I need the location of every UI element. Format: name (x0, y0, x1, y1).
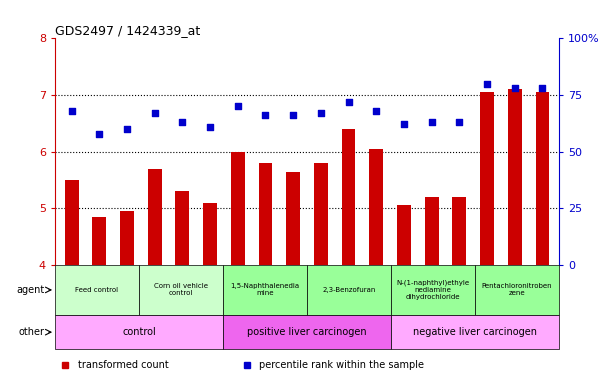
Point (399, 121, 409, 127)
Point (426, 119, 436, 125)
Bar (369, 149, 383, 265)
Bar (139, 265, 223, 315)
Text: percentile rank within the sample: percentile rank within the sample (259, 360, 424, 370)
Bar (475, 265, 559, 315)
Text: 1,5-Naphthalenedia
mine: 1,5-Naphthalenedia mine (230, 283, 299, 296)
Bar (55, 315, 223, 349)
Point (455, 119, 464, 125)
Bar (223, 315, 391, 349)
Bar (223, 265, 307, 315)
Point (205, 124, 215, 130)
Bar (425, 197, 439, 265)
Text: 2,3-Benzofuran: 2,3-Benzofuran (323, 287, 376, 293)
Point (538, 85, 547, 91)
Bar (148, 169, 162, 265)
Point (150, 110, 159, 116)
Bar (391, 265, 475, 315)
Bar (342, 129, 356, 265)
Bar (231, 152, 245, 265)
Text: GDS2497 / 1424339_at: GDS2497 / 1424339_at (55, 24, 200, 37)
Bar (65, 180, 79, 265)
Point (67, 108, 76, 114)
Text: Corn oil vehicle
control: Corn oil vehicle control (154, 283, 208, 296)
Bar (397, 205, 411, 265)
Point (178, 119, 188, 125)
Bar (535, 92, 549, 265)
Point (343, 99, 353, 105)
Point (122, 126, 132, 132)
Bar (452, 197, 466, 265)
Text: Pentachloronitroben
zene: Pentachloronitroben zene (481, 283, 552, 296)
Point (482, 81, 492, 87)
Bar (92, 217, 106, 265)
Bar (480, 92, 494, 265)
Bar (391, 315, 559, 349)
Bar (258, 163, 273, 265)
Text: positive liver carcinogen: positive liver carcinogen (247, 327, 367, 337)
Point (316, 110, 326, 116)
Point (510, 85, 519, 91)
Text: negative liver carcinogen: negative liver carcinogen (413, 327, 537, 337)
Bar (120, 211, 134, 265)
Bar (175, 191, 189, 265)
Text: transformed count: transformed count (78, 360, 169, 370)
Bar (55, 265, 139, 315)
Point (233, 103, 243, 109)
Bar (287, 172, 300, 265)
Text: agent: agent (16, 285, 45, 295)
Point (371, 108, 381, 114)
Bar (508, 89, 522, 265)
Text: Feed control: Feed control (75, 287, 119, 293)
Text: N-(1-naphthyl)ethyle
nediamine
dihydrochloride: N-(1-naphthyl)ethyle nediamine dihydroch… (397, 280, 470, 300)
Text: control: control (122, 327, 156, 337)
Bar (314, 163, 327, 265)
Text: other: other (19, 327, 45, 337)
Bar (307, 265, 391, 315)
Point (261, 113, 271, 119)
Point (95, 131, 104, 137)
Bar (203, 203, 217, 265)
Point (288, 113, 298, 119)
